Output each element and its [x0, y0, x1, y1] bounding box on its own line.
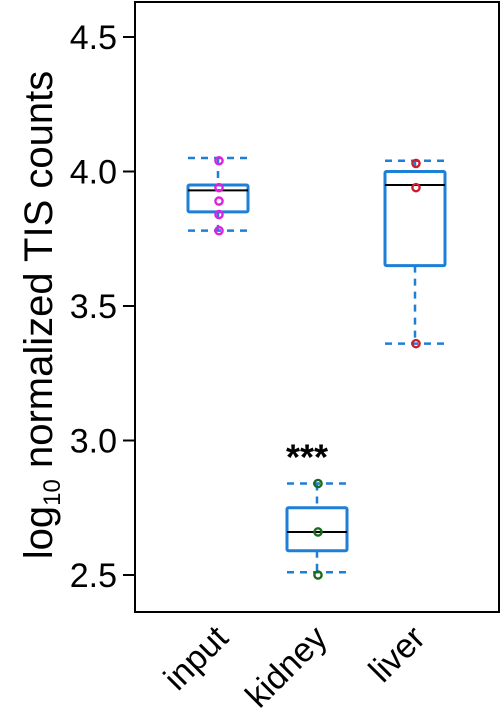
y-axis-label: log10 normalized TIS counts: [17, 71, 66, 559]
data-point: [313, 478, 323, 489]
x-tick-label: liver: [362, 619, 433, 690]
x-tick-label: kidney: [238, 619, 334, 715]
data-point: [411, 182, 421, 193]
y-axis: 2.5 3.0 3.5 4.0 4.5: [70, 19, 135, 595]
y-axis-label-rest: normalized TIS counts: [17, 71, 61, 479]
y-tick-label: 2.5: [70, 557, 117, 595]
boxes-layer: ***: [186, 155, 447, 580]
y-tick-label: 4.5: [70, 19, 117, 57]
significance-annotation: ***: [286, 437, 328, 478]
data-point: [214, 155, 224, 166]
box-liver: [383, 170, 447, 268]
data-point: [313, 570, 323, 580]
data-point: [214, 225, 224, 236]
x-axis: input kidney liver: [157, 618, 433, 715]
data-point: [214, 209, 224, 220]
data-point: [411, 158, 421, 169]
y-axis-label-log: log: [17, 506, 61, 559]
y-tick-label: 3.5: [70, 288, 117, 326]
data-point: [214, 196, 224, 206]
y-tick-label: 4.0: [70, 154, 117, 192]
data-point: [411, 338, 421, 349]
y-tick-label: 3.0: [70, 423, 117, 461]
data-point: [214, 182, 224, 193]
y-axis-label-subscript: 10: [39, 479, 66, 506]
x-tick-label: input: [157, 618, 236, 697]
data-point: [313, 527, 323, 537]
